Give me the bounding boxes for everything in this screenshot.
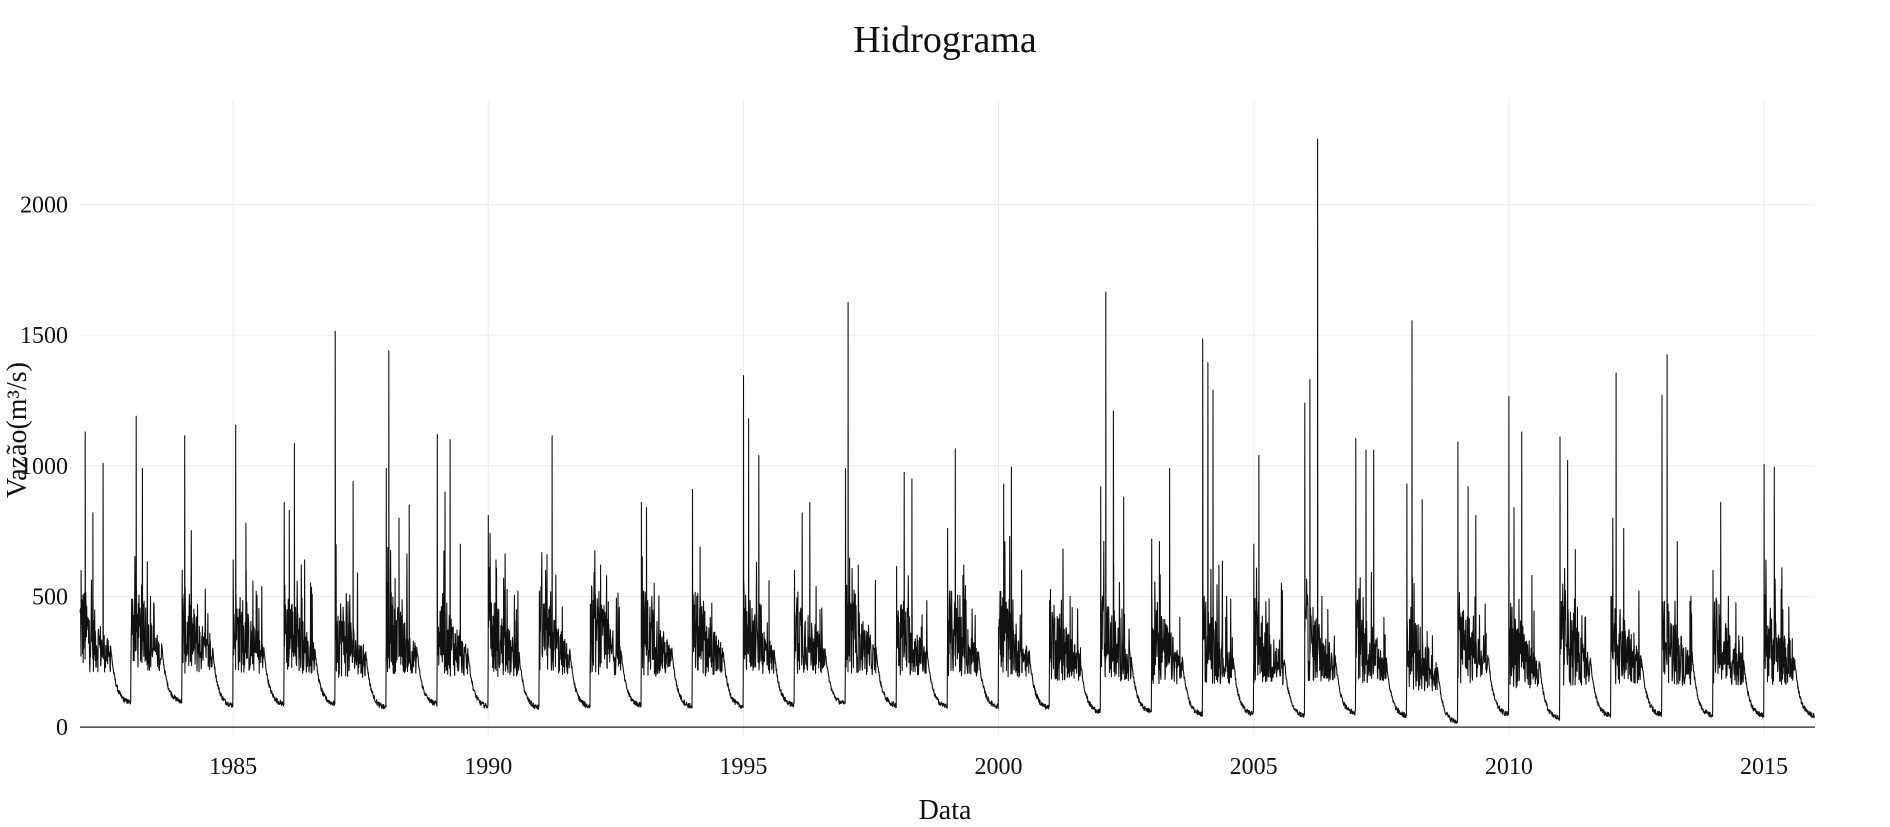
x-tick-label: 1995 [719, 754, 767, 780]
grid-layer [80, 100, 1815, 735]
y-tick-label: 1000 [20, 454, 68, 480]
x-axis-label: Data [918, 795, 972, 826]
chart-title: Hidrograma [853, 19, 1037, 61]
x-tick-label: 2000 [975, 754, 1023, 780]
x-tick-label: 2015 [1740, 754, 1788, 780]
x-tick-label: 2010 [1485, 754, 1533, 780]
discharge-series-line [79, 138, 1815, 725]
axis-layer: 0 500 1000 1500 2000 1985 1990 1995 2000 2005 2010… [20, 193, 1815, 780]
x-tick-label: 2005 [1230, 754, 1278, 780]
y-tick-label: 0 [56, 715, 68, 741]
x-tick-label: 1990 [464, 754, 512, 780]
y-tick-label: 1500 [20, 323, 68, 349]
x-tick-label: 1985 [209, 754, 257, 780]
y-tick-label: 500 [32, 585, 68, 611]
y-tick-label: 2000 [20, 193, 68, 219]
series-layer [79, 138, 1815, 725]
y-axis-label: Vazão(m³/s) [2, 362, 33, 498]
